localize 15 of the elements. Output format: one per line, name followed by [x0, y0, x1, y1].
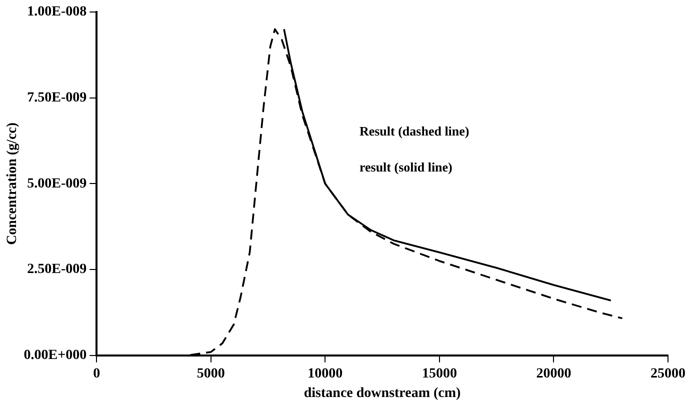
y-tick-label: 1.00E-008: [27, 4, 87, 20]
x-tick-label: 5000: [196, 366, 225, 382]
y-axis-title: Concentration (g/cc): [5, 122, 20, 245]
x-tick-label: 0: [93, 366, 100, 382]
annotation: Result (dashed line): [359, 123, 470, 138]
x-tick-label: 20000: [536, 366, 572, 382]
annotation: result (solid line): [359, 159, 452, 174]
x-tick-label: 15000: [422, 366, 457, 382]
y-tick-label: 5.00E-009: [27, 176, 87, 192]
x-tick-label: 25000: [650, 366, 686, 382]
y-tick-label: 2.50E-009: [27, 262, 87, 278]
x-tick-label: 10000: [308, 366, 343, 382]
y-tick-label: 7.50E-009: [27, 90, 87, 106]
y-tick-label: 0.00E+000: [24, 348, 87, 364]
x-axis-title: distance downstream (cm): [304, 386, 462, 402]
